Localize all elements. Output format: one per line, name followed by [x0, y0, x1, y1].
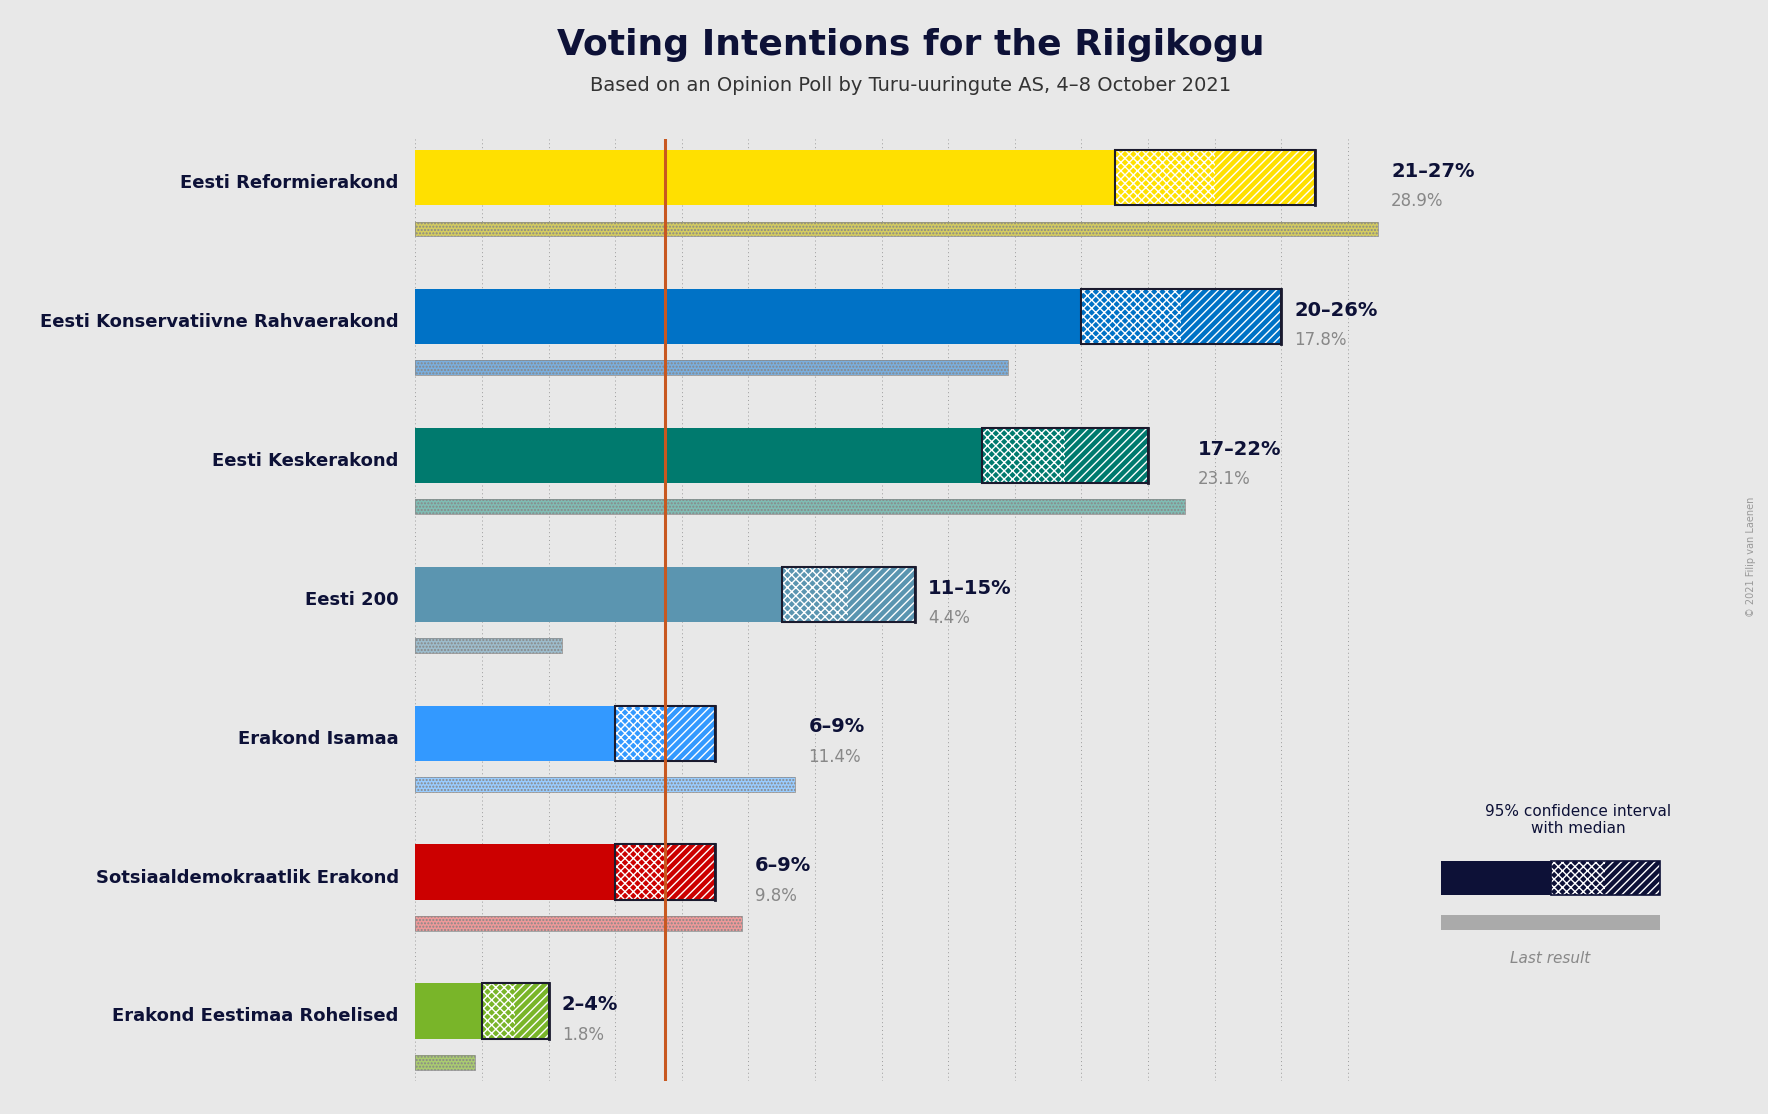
Bar: [483, 984, 516, 1039]
Bar: [665, 705, 714, 761]
Bar: [1116, 150, 1215, 205]
Text: 2–4%: 2–4%: [562, 995, 619, 1014]
Text: 11.4%: 11.4%: [808, 747, 861, 765]
Text: 17–22%: 17–22%: [1199, 440, 1282, 459]
Text: 23.1%: 23.1%: [1199, 470, 1250, 488]
Text: © 2021 Filip van Laenen: © 2021 Filip van Laenen: [1745, 497, 1756, 617]
Text: 95% confidence interval
with median: 95% confidence interval with median: [1485, 804, 1671, 837]
Text: 6–9%: 6–9%: [755, 857, 812, 876]
Bar: [415, 361, 1008, 375]
Text: Eesti Keskerakond: Eesti Keskerakond: [212, 452, 400, 470]
Text: Based on an Opinion Poll by Turu-uuringute AS, 4–8 October 2021: Based on an Opinion Poll by Turu-uuringu…: [591, 76, 1231, 95]
Text: Erakond Eestimaa Rohelised: Erakond Eestimaa Rohelised: [113, 1007, 400, 1026]
Bar: [665, 844, 714, 900]
Text: Erakond Isamaa: Erakond Isamaa: [239, 730, 400, 747]
Text: 11–15%: 11–15%: [928, 578, 1011, 597]
Bar: [1064, 428, 1147, 483]
Text: Eesti Konservatiivne Rahvaerakond: Eesti Konservatiivne Rahvaerakond: [41, 313, 400, 331]
Bar: [781, 567, 849, 623]
Bar: [415, 778, 796, 792]
Bar: [1551, 861, 1605, 896]
Bar: [1181, 289, 1282, 344]
Bar: [415, 222, 1377, 236]
Bar: [516, 984, 548, 1039]
Bar: [415, 1055, 476, 1069]
Bar: [1551, 861, 1605, 896]
Text: 21–27%: 21–27%: [1391, 162, 1475, 180]
Bar: [1441, 915, 1660, 930]
Bar: [849, 567, 916, 623]
Bar: [615, 705, 665, 761]
Bar: [415, 222, 1377, 236]
Bar: [1064, 428, 1147, 483]
Bar: [415, 567, 781, 623]
Bar: [849, 567, 916, 623]
Text: 6–9%: 6–9%: [808, 717, 865, 736]
Bar: [415, 916, 743, 931]
Text: Sotsiaaldemokraatlik Erakond: Sotsiaaldemokraatlik Erakond: [95, 869, 400, 887]
Bar: [415, 984, 483, 1039]
Bar: [615, 844, 665, 900]
Bar: [415, 428, 981, 483]
Bar: [516, 984, 548, 1039]
Bar: [415, 638, 562, 653]
Bar: [415, 844, 615, 900]
Text: Voting Intentions for the Riigikogu: Voting Intentions for the Riigikogu: [557, 28, 1264, 62]
Bar: [665, 844, 714, 900]
Text: 9.8%: 9.8%: [755, 887, 797, 905]
Text: 4.4%: 4.4%: [928, 609, 971, 627]
Bar: [1181, 289, 1282, 344]
Bar: [415, 705, 615, 761]
Bar: [415, 150, 1116, 205]
Bar: [415, 778, 796, 792]
Bar: [1605, 861, 1660, 896]
Bar: [781, 567, 849, 623]
Bar: [415, 916, 743, 931]
Bar: [1116, 150, 1215, 205]
Bar: [415, 289, 1082, 344]
Text: Eesti Reformierakond: Eesti Reformierakond: [180, 174, 400, 192]
Bar: [415, 638, 562, 653]
Bar: [1082, 289, 1181, 344]
Bar: [415, 1055, 476, 1069]
Bar: [1605, 861, 1660, 896]
Bar: [1082, 289, 1181, 344]
Bar: [415, 499, 1185, 515]
Bar: [615, 844, 665, 900]
Bar: [1215, 150, 1314, 205]
Bar: [981, 428, 1064, 483]
Text: Eesti 200: Eesti 200: [306, 590, 400, 608]
Bar: [615, 705, 665, 761]
Bar: [981, 428, 1064, 483]
Bar: [1215, 150, 1314, 205]
Bar: [483, 984, 516, 1039]
Text: 28.9%: 28.9%: [1391, 193, 1444, 211]
Bar: [665, 705, 714, 761]
Bar: [415, 499, 1185, 515]
Text: 20–26%: 20–26%: [1294, 301, 1377, 320]
Text: 17.8%: 17.8%: [1294, 331, 1347, 349]
Bar: [415, 361, 1008, 375]
Bar: [1441, 861, 1551, 896]
Text: Last result: Last result: [1510, 951, 1591, 966]
Text: 1.8%: 1.8%: [562, 1026, 605, 1044]
